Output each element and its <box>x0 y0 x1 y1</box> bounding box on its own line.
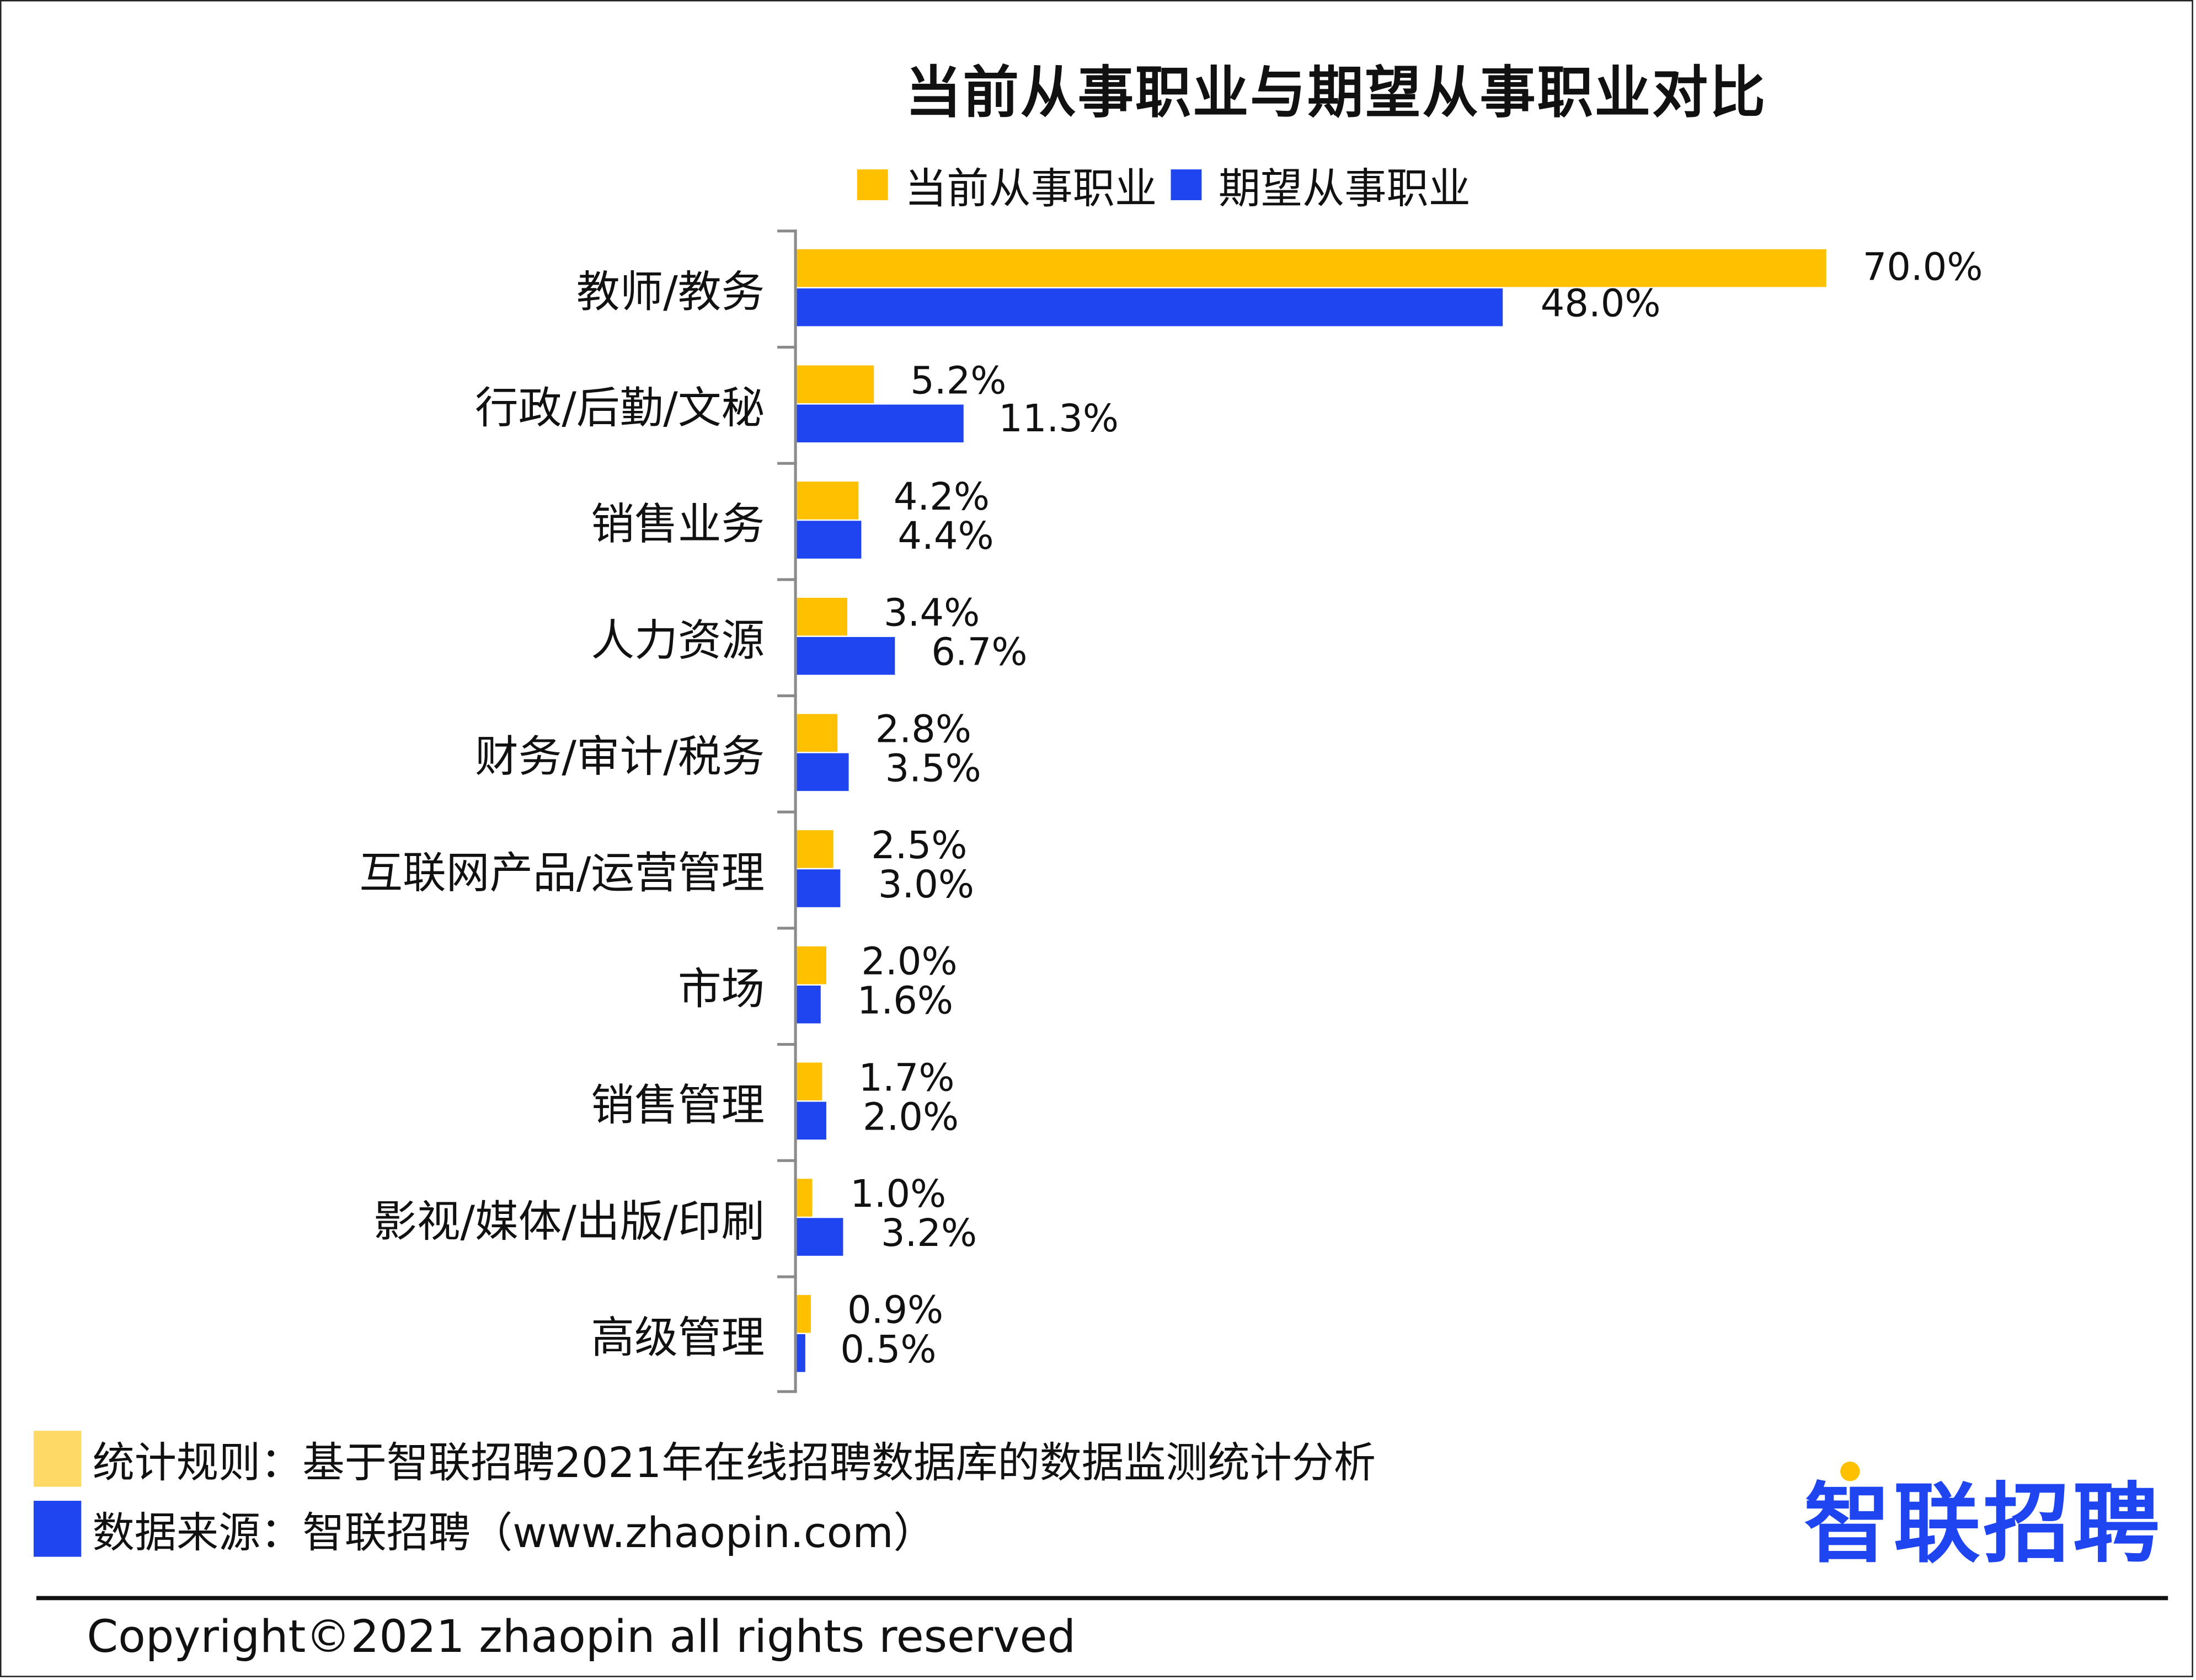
rule-note: 统计规则：基于智联招聘2021年在线招聘数据库的数据监测统计分析 <box>33 1428 1376 1490</box>
value-label-expected: 3.5% <box>885 747 981 791</box>
category-label: 销售管理 <box>591 1080 765 1131</box>
axis-tick <box>777 345 797 349</box>
axis-tick <box>777 1390 797 1393</box>
bar-current <box>797 1294 811 1333</box>
category-label: 互联网产品/运营管理 <box>359 848 765 899</box>
axis-tick <box>777 578 797 581</box>
legend-item-current: 当前从事职业 <box>857 154 1157 216</box>
value-label-expected: 4.4% <box>897 515 994 559</box>
category-label: 高级管理 <box>591 1313 765 1364</box>
value-label-expected: 3.0% <box>878 864 975 907</box>
bar-current <box>797 365 874 404</box>
bar-expected <box>797 753 849 791</box>
bar-expected <box>797 869 841 907</box>
legend-swatch-current <box>857 169 888 200</box>
footer-divider <box>36 1596 2168 1601</box>
zhaopin-logo: 智联招聘 <box>1804 1453 2162 1579</box>
axis-tick <box>777 1275 797 1278</box>
bar-current <box>797 481 859 520</box>
legend-swatch-expected <box>1171 169 1202 200</box>
axis-tick <box>777 1043 797 1046</box>
source-swatch <box>33 1501 82 1557</box>
bar-expected <box>797 404 964 443</box>
axis-tick <box>777 1159 797 1162</box>
bar-current <box>797 714 838 752</box>
axis-tick <box>777 810 797 814</box>
legend-label-expected: 期望从事职业 <box>1218 165 1471 215</box>
bar-current <box>797 249 1826 287</box>
bar-current <box>797 1062 822 1101</box>
value-label-current: 4.2% <box>893 476 990 520</box>
bar-current <box>797 1179 813 1217</box>
axis-tick <box>777 462 797 465</box>
copyright-text: Copyright©2021 zhaopin all rights reserv… <box>87 1610 1076 1663</box>
logo-text: 智联招聘 <box>1804 1473 2163 1575</box>
bar-expected <box>797 521 862 559</box>
bar-expected <box>797 1218 843 1256</box>
bar-current <box>797 830 833 868</box>
legend-item-expected: 期望从事职业 <box>1171 154 1471 216</box>
value-label-current: 2.8% <box>875 708 972 752</box>
category-label: 市场 <box>677 964 765 1015</box>
value-label-expected: 48.0% <box>1540 282 1661 327</box>
category-label: 影视/媒体/出版/印刷 <box>373 1197 765 1248</box>
value-label-current: 5.2% <box>910 360 1007 404</box>
value-label-expected: 1.6% <box>857 980 953 1024</box>
bar-expected <box>797 1334 805 1372</box>
value-label-expected: 6.7% <box>931 631 1028 675</box>
value-label-current: 2.0% <box>861 940 958 985</box>
bar-expected <box>797 636 895 675</box>
bar-expected <box>797 1101 826 1140</box>
source-note: 数据来源：智联招聘（www.zhaopin.com） <box>33 1498 936 1560</box>
category-label: 行政/后勤/文秘 <box>474 383 765 434</box>
category-label: 人力资源 <box>591 616 765 667</box>
source-note-text: 数据来源：智联招聘（www.zhaopin.com） <box>92 1509 936 1559</box>
value-label-current: 2.5% <box>871 825 968 868</box>
legend: 当前从事职业 期望从事职业 <box>857 154 1484 216</box>
value-label-expected: 0.5% <box>840 1328 937 1372</box>
value-label-current: 3.4% <box>884 592 980 636</box>
legend-label-current: 当前从事职业 <box>905 165 1157 215</box>
category-label: 销售业务 <box>591 500 765 550</box>
value-label-expected: 3.2% <box>880 1212 977 1256</box>
bar-current <box>797 597 848 636</box>
bar-expected <box>797 288 1503 327</box>
rule-note-text: 统计规则：基于智联招聘2021年在线招聘数据库的数据监测统计分析 <box>92 1439 1376 1489</box>
value-label-current: 1.0% <box>850 1173 947 1217</box>
value-label-expected: 11.3% <box>998 397 1119 441</box>
category-label: 财务/审计/税务 <box>474 732 765 783</box>
axis-tick <box>777 927 797 930</box>
value-label-current: 70.0% <box>1862 246 1983 290</box>
bar-current <box>797 946 826 985</box>
value-label-current: 1.7% <box>858 1057 955 1101</box>
axis-tick <box>777 229 797 233</box>
bar-expected <box>797 985 821 1024</box>
category-label: 教师/教务 <box>576 267 765 318</box>
axis-tick <box>777 694 797 698</box>
rule-swatch <box>33 1431 82 1487</box>
y-axis <box>794 229 797 1392</box>
logo-dot-icon <box>1840 1461 1860 1481</box>
chart-title: 当前从事职业与期望从事职业对比 <box>905 61 1767 126</box>
value-label-expected: 2.0% <box>862 1096 959 1140</box>
value-label-current: 0.9% <box>847 1289 944 1333</box>
